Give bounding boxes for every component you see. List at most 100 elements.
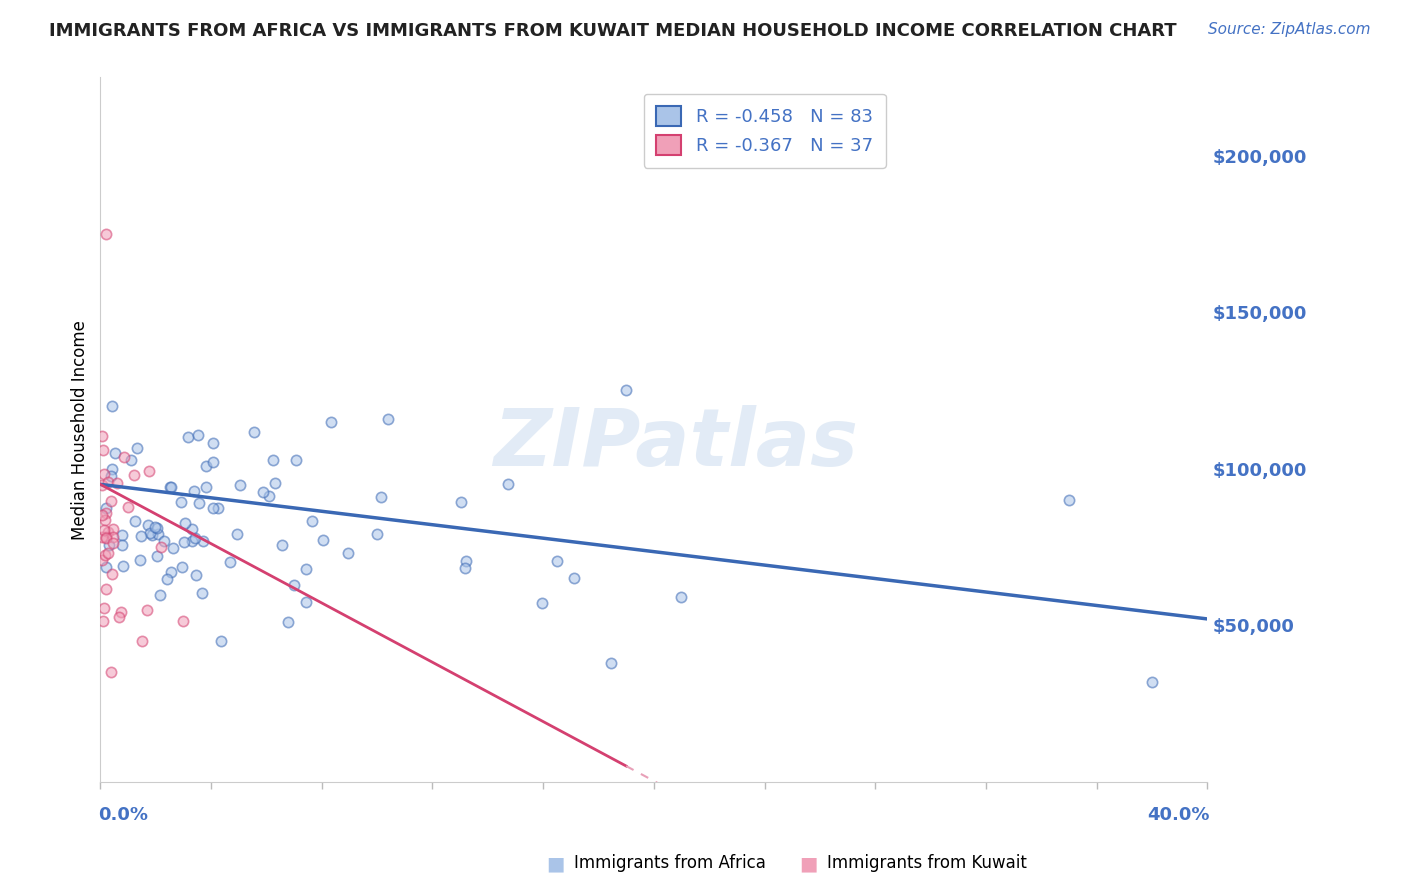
Point	[125, 442, 148, 456]
Point	[94, 582, 117, 596]
Point	[93, 523, 115, 537]
Point	[162, 541, 184, 556]
Point	[138, 464, 160, 478]
Point	[145, 549, 167, 564]
Point	[93, 467, 115, 481]
Point	[181, 533, 204, 548]
Point	[201, 500, 224, 515]
Point	[96, 531, 118, 545]
Point	[156, 572, 179, 586]
Point	[229, 478, 252, 492]
Point	[96, 507, 118, 521]
Point	[91, 443, 114, 458]
Point	[100, 469, 122, 483]
Point	[301, 514, 323, 528]
Point	[377, 412, 399, 426]
Point	[101, 536, 124, 550]
Point	[96, 530, 118, 544]
Point	[97, 475, 120, 490]
Point	[100, 461, 122, 475]
Point	[136, 518, 159, 533]
Point	[103, 530, 125, 544]
Point	[97, 524, 120, 539]
Point	[129, 529, 152, 543]
Point	[97, 546, 120, 560]
Point	[530, 596, 553, 610]
Legend: R = -0.458   N = 83, R = -0.367   N = 37: R = -0.458 N = 83, R = -0.367 N = 37	[644, 94, 886, 168]
Point	[188, 496, 211, 510]
Point	[143, 519, 166, 533]
Point	[101, 566, 124, 581]
Text: IMMIGRANTS FROM AFRICA VS IMMIGRANTS FROM KUWAIT MEDIAN HOUSEHOLD INCOME CORRELA: IMMIGRANTS FROM AFRICA VS IMMIGRANTS FRO…	[49, 22, 1177, 40]
Point	[562, 571, 585, 585]
Point	[207, 500, 229, 515]
Point	[312, 533, 335, 548]
Point	[186, 568, 208, 582]
Point	[90, 508, 112, 523]
Point	[105, 475, 128, 490]
Point	[93, 601, 115, 615]
Point	[111, 527, 134, 541]
Point	[111, 538, 134, 552]
Point	[170, 559, 193, 574]
Point	[153, 534, 176, 549]
Point	[183, 484, 205, 499]
Point	[671, 591, 693, 605]
Point	[177, 430, 200, 444]
Point	[1057, 493, 1080, 508]
Point	[149, 588, 172, 602]
Point	[319, 415, 342, 429]
Point	[187, 427, 209, 442]
Y-axis label: Median Household Income: Median Household Income	[72, 319, 89, 540]
Point	[94, 560, 117, 574]
Point	[270, 538, 292, 552]
Point	[283, 578, 305, 592]
Point	[1140, 674, 1163, 689]
Point	[496, 476, 519, 491]
Point	[202, 436, 225, 450]
Point	[159, 480, 181, 494]
Point	[141, 527, 163, 541]
Point	[90, 553, 112, 567]
Point	[170, 495, 193, 509]
Point	[174, 516, 197, 530]
Text: ZIPatlas: ZIPatlas	[494, 405, 859, 483]
Point	[226, 527, 249, 541]
Point	[101, 522, 124, 536]
Point	[91, 478, 114, 492]
Point	[94, 227, 117, 241]
Text: ■: ■	[799, 854, 818, 873]
Point	[112, 450, 135, 464]
Point	[100, 494, 122, 508]
Point	[195, 458, 218, 473]
Point	[90, 531, 112, 545]
Point	[124, 514, 146, 528]
Point	[136, 602, 159, 616]
Text: 40.0%: 40.0%	[1147, 806, 1209, 824]
Point	[107, 610, 129, 624]
Point	[122, 468, 145, 483]
Text: Immigrants from Kuwait: Immigrants from Kuwait	[827, 855, 1026, 872]
Point	[91, 429, 114, 443]
Point	[94, 548, 117, 562]
Point	[172, 615, 194, 629]
Point	[131, 634, 153, 648]
Point	[145, 521, 167, 535]
Point	[94, 501, 117, 516]
Point	[138, 526, 160, 541]
Point	[190, 586, 212, 600]
Point	[111, 559, 134, 574]
Point	[97, 538, 120, 552]
Point	[100, 665, 122, 680]
Text: ■: ■	[546, 854, 565, 873]
Point	[146, 527, 169, 541]
Text: Source: ZipAtlas.com: Source: ZipAtlas.com	[1208, 22, 1371, 37]
Point	[160, 565, 183, 579]
Point	[194, 479, 217, 493]
Point	[150, 540, 173, 554]
Point	[262, 453, 284, 467]
Point	[257, 489, 280, 503]
Point	[252, 485, 274, 500]
Point	[450, 495, 472, 509]
Point	[366, 527, 388, 541]
